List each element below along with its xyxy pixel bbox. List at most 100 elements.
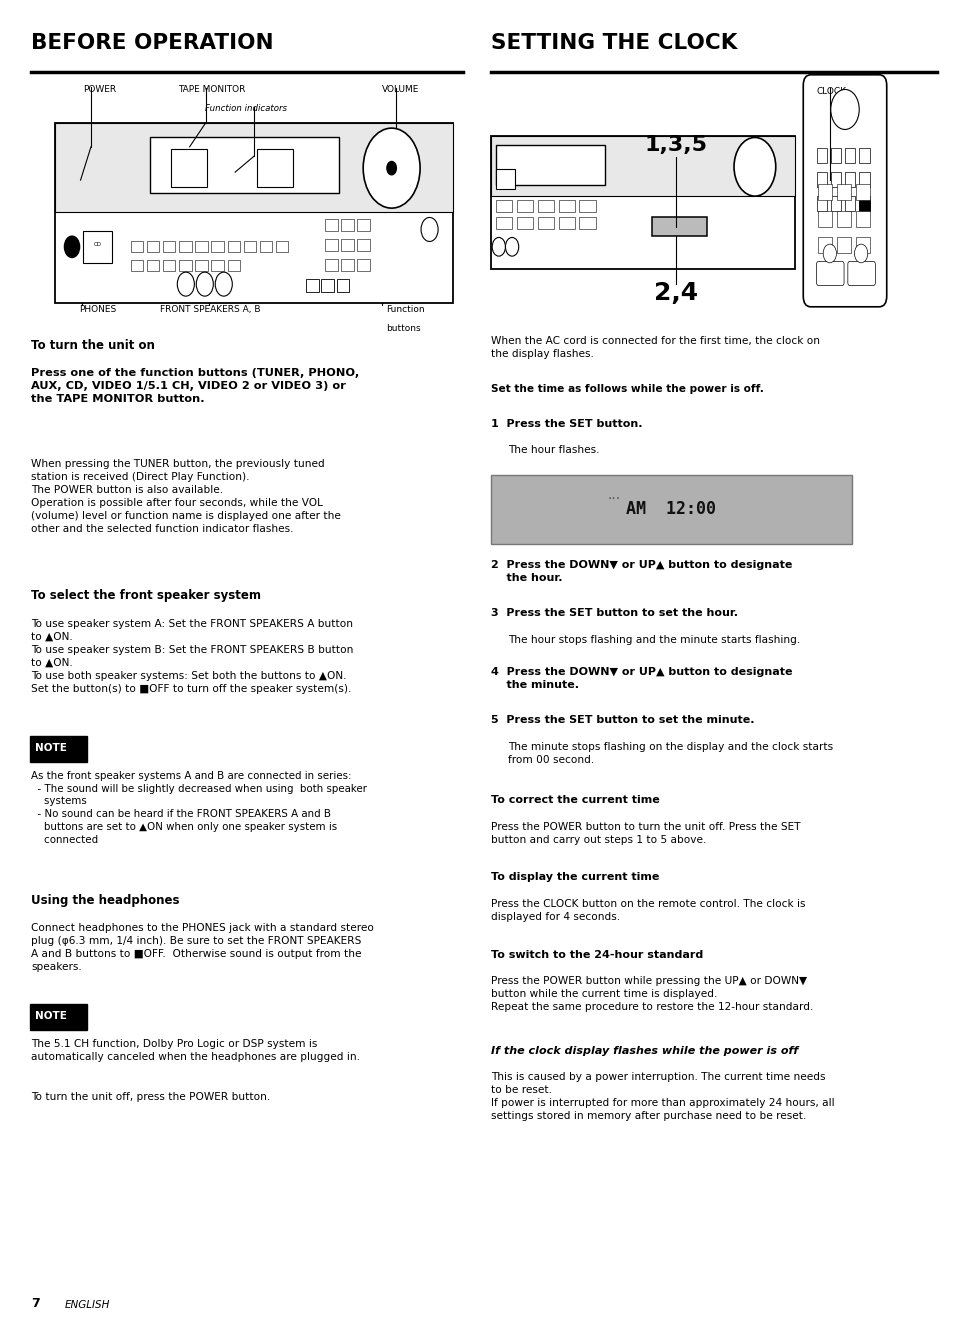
Text: 2  Press the DOWN▼ or UP▲ button to designate
    the hour.: 2 Press the DOWN▼ or UP▲ button to desig…	[491, 560, 792, 582]
Text: To use speaker system A: Set the FRONT SPEAKERS A button
to ▲ON.
To use speaker : To use speaker system A: Set the FRONT S…	[31, 619, 354, 694]
FancyBboxPatch shape	[537, 200, 554, 212]
Text: The 5.1 CH function, Dolby Pro Logic or DSP system is
automatically canceled whe: The 5.1 CH function, Dolby Pro Logic or …	[31, 1039, 360, 1062]
FancyBboxPatch shape	[179, 241, 192, 252]
FancyBboxPatch shape	[830, 173, 841, 187]
FancyBboxPatch shape	[496, 217, 512, 229]
FancyBboxPatch shape	[336, 279, 349, 292]
Text: VOLUME: VOLUME	[382, 86, 419, 95]
Text: Press one of the function buttons (TUNER, PHONO,
AUX, CD, VIDEO 1/5.1 CH, VIDEO : Press one of the function buttons (TUNER…	[31, 368, 359, 404]
FancyBboxPatch shape	[816, 173, 826, 187]
Text: 7: 7	[31, 1296, 40, 1310]
FancyBboxPatch shape	[652, 217, 707, 236]
FancyBboxPatch shape	[517, 217, 533, 229]
Text: ...: ...	[607, 487, 620, 502]
Text: The hour stops flashing and the minute starts flashing.: The hour stops flashing and the minute s…	[508, 635, 800, 645]
Text: The hour flashes.: The hour flashes.	[508, 446, 599, 455]
FancyBboxPatch shape	[30, 736, 87, 762]
Text: Press the POWER button while pressing the UP▲ or DOWN▼
button while the current : Press the POWER button while pressing th…	[491, 976, 813, 1012]
FancyBboxPatch shape	[83, 230, 112, 262]
FancyBboxPatch shape	[859, 195, 869, 210]
FancyBboxPatch shape	[150, 138, 339, 193]
FancyBboxPatch shape	[195, 241, 208, 252]
Text: 5  Press the SET button to set the minute.: 5 Press the SET button to set the minute…	[491, 715, 754, 724]
FancyBboxPatch shape	[212, 260, 224, 270]
Text: CLOCK: CLOCK	[816, 87, 845, 96]
FancyBboxPatch shape	[859, 173, 869, 187]
FancyBboxPatch shape	[496, 146, 604, 186]
Text: To select the front speaker system: To select the front speaker system	[31, 589, 261, 603]
FancyBboxPatch shape	[844, 173, 855, 187]
FancyBboxPatch shape	[844, 149, 855, 163]
Circle shape	[830, 90, 859, 130]
FancyBboxPatch shape	[837, 185, 850, 200]
Text: 2,4: 2,4	[654, 281, 698, 305]
FancyBboxPatch shape	[816, 195, 826, 210]
Circle shape	[505, 237, 518, 256]
Circle shape	[215, 272, 233, 296]
FancyBboxPatch shape	[844, 195, 855, 210]
Text: 3  Press the SET button to set the hour.: 3 Press the SET button to set the hour.	[491, 608, 738, 619]
Circle shape	[177, 272, 194, 296]
FancyBboxPatch shape	[837, 210, 850, 226]
FancyBboxPatch shape	[341, 258, 354, 270]
Text: buttons: buttons	[386, 324, 420, 333]
Circle shape	[387, 162, 395, 175]
FancyBboxPatch shape	[491, 137, 794, 195]
FancyBboxPatch shape	[837, 237, 850, 253]
FancyBboxPatch shape	[818, 185, 831, 200]
Text: POWER: POWER	[83, 86, 116, 95]
Text: To switch to the 24-hour standard: To switch to the 24-hour standard	[491, 949, 702, 960]
FancyBboxPatch shape	[163, 260, 175, 270]
FancyBboxPatch shape	[325, 238, 337, 250]
Text: Connect headphones to the PHONES jack with a standard stereo
plug (φ6.3 mm, 1/4 : Connect headphones to the PHONES jack wi…	[31, 923, 374, 972]
Text: Function indicators: Function indicators	[205, 104, 287, 112]
FancyBboxPatch shape	[30, 1004, 87, 1030]
FancyBboxPatch shape	[357, 258, 370, 270]
FancyBboxPatch shape	[321, 279, 334, 292]
FancyBboxPatch shape	[228, 241, 239, 252]
FancyBboxPatch shape	[163, 241, 175, 252]
FancyBboxPatch shape	[517, 200, 533, 212]
FancyBboxPatch shape	[578, 200, 595, 212]
FancyBboxPatch shape	[816, 149, 826, 163]
FancyBboxPatch shape	[859, 149, 869, 163]
FancyBboxPatch shape	[179, 260, 192, 270]
FancyBboxPatch shape	[847, 261, 875, 285]
FancyBboxPatch shape	[357, 218, 370, 230]
FancyBboxPatch shape	[325, 258, 337, 270]
FancyBboxPatch shape	[558, 217, 574, 229]
FancyBboxPatch shape	[491, 137, 794, 269]
Text: PHONES: PHONES	[78, 305, 115, 315]
Text: Function: Function	[386, 305, 424, 315]
Text: The minute stops flashing on the display and the clock starts
from 00 second.: The minute stops flashing on the display…	[508, 742, 833, 765]
FancyBboxPatch shape	[357, 238, 370, 250]
FancyBboxPatch shape	[818, 210, 831, 226]
Text: SETTING THE CLOCK: SETTING THE CLOCK	[491, 33, 737, 54]
FancyBboxPatch shape	[341, 218, 354, 230]
FancyBboxPatch shape	[212, 241, 224, 252]
FancyBboxPatch shape	[243, 241, 255, 252]
Text: 1  Press the SET button.: 1 Press the SET button.	[491, 419, 642, 428]
Text: Set the time as follows while the power is off.: Set the time as follows while the power …	[491, 384, 763, 394]
Text: 1,3,5: 1,3,5	[644, 135, 707, 155]
Text: BEFORE OPERATION: BEFORE OPERATION	[31, 33, 274, 54]
Text: CD: CD	[93, 241, 102, 246]
FancyBboxPatch shape	[578, 217, 595, 229]
Text: NOTE: NOTE	[35, 743, 67, 753]
FancyBboxPatch shape	[55, 123, 453, 303]
Text: To display the current time: To display the current time	[491, 872, 659, 882]
FancyBboxPatch shape	[496, 200, 512, 212]
Text: ENGLISH: ENGLISH	[65, 1300, 110, 1310]
FancyBboxPatch shape	[195, 260, 208, 270]
FancyBboxPatch shape	[558, 200, 574, 212]
Circle shape	[822, 244, 836, 262]
Text: Press the CLOCK button on the remote control. The clock is
displayed for 4 secon: Press the CLOCK button on the remote con…	[491, 898, 805, 921]
FancyBboxPatch shape	[816, 261, 843, 285]
Text: Using the headphones: Using the headphones	[31, 893, 179, 907]
Circle shape	[65, 236, 79, 257]
Circle shape	[420, 217, 437, 241]
Text: AM  12:00: AM 12:00	[626, 501, 716, 518]
FancyBboxPatch shape	[228, 260, 239, 270]
FancyBboxPatch shape	[306, 279, 318, 292]
Text: NOTE: NOTE	[35, 1011, 67, 1020]
